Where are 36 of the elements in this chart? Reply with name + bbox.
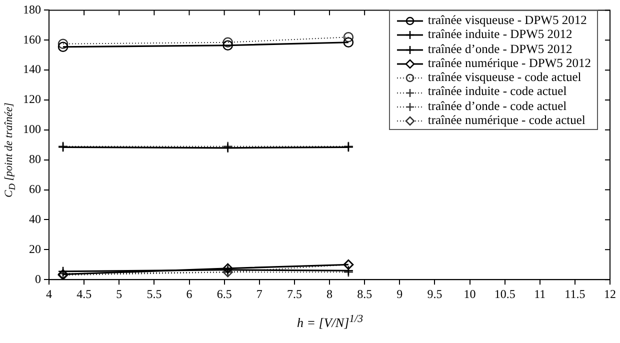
- x-tick-label: 7.5: [286, 286, 302, 301]
- y-tick-label: 80: [29, 152, 41, 166]
- y-tick-label: 20: [29, 242, 41, 256]
- x-tick-label: 7: [256, 286, 262, 301]
- y-tick-label: 140: [23, 62, 41, 76]
- legend-label: traînée visqueuse - DPW5 2012: [426, 13, 588, 28]
- x-axis-title: h = [V/N]$^{1/3}$: [297, 312, 363, 332]
- legend-label: traînée d’onde - code actuel: [426, 98, 568, 114]
- y-tick-label: 120: [23, 92, 41, 106]
- x-tick-label: 9.5: [427, 286, 442, 301]
- x-tick-label: 11: [534, 286, 546, 301]
- x-tick-label: 12: [604, 286, 616, 301]
- x-tick-label: 6: [186, 286, 192, 301]
- x-tick-label: 10.5: [494, 286, 516, 301]
- x-tick-label: 4: [46, 286, 52, 301]
- y-tick-label: 60: [29, 182, 41, 196]
- legend-label: traînée numérique - DPW5 2012: [426, 56, 591, 70]
- y-tick-label: 160: [23, 32, 41, 46]
- x-tick-label: 5: [116, 286, 122, 301]
- x-tick-label: 10: [464, 286, 476, 301]
- x-tick-label: 5.5: [146, 286, 162, 301]
- y-tick-label: 0: [35, 272, 41, 286]
- legend-label: traînée d’onde - DPW5 2012: [426, 42, 574, 56]
- legend-label: traînée induite - DPW5 2012: [426, 27, 574, 42]
- legend-label: traînée induite - code actuel: [426, 84, 568, 99]
- y-tick-label: 180: [23, 2, 41, 16]
- x-tick-label: 11.5: [564, 286, 586, 301]
- legend-label: traînée numérique - code actuel: [426, 113, 586, 128]
- x-tick-label: 9: [396, 286, 403, 301]
- y-tick-label: 100: [23, 122, 41, 136]
- x-tick-label: 4.5: [76, 286, 92, 301]
- x-tick-label: 6.5: [216, 286, 232, 301]
- x-tick-label: 8: [326, 286, 332, 301]
- y-tick-label: 40: [29, 212, 41, 226]
- x-tick-label: 8.5: [357, 286, 372, 301]
- legend-label: traînée visqueuse - code actuel: [426, 70, 582, 84]
